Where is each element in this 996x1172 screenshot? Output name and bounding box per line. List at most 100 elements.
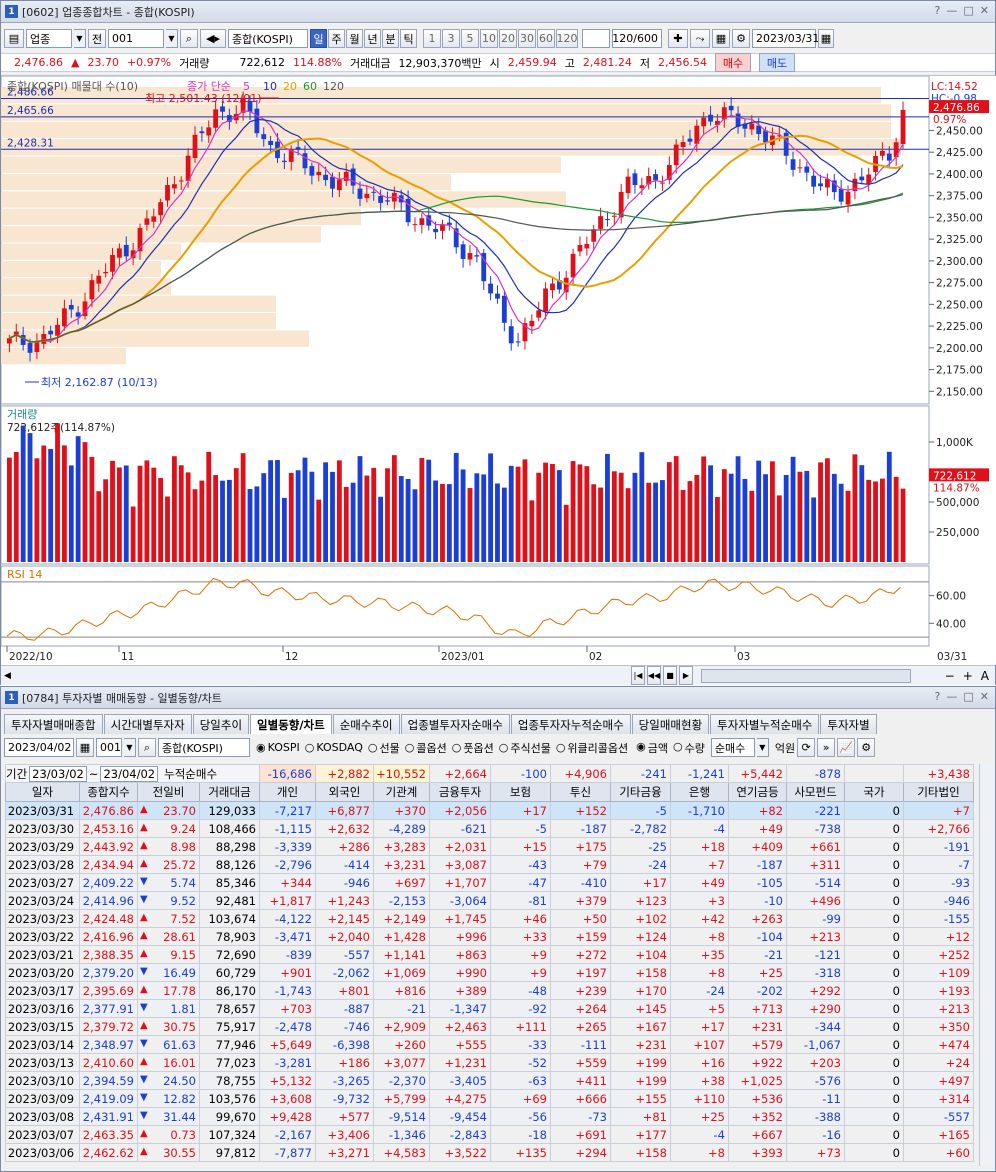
market-radio-1[interactable]: ○ KOSDAQ [305,740,363,756]
radio-checked-icon[interactable]: ◉ [636,739,646,753]
mode-select[interactable]: 순매수 [710,738,755,757]
radio-icon[interactable]: ○ [367,741,378,754]
gear-icon[interactable]: ⚙ [857,738,876,757]
search-icon[interactable]: ⌕ [180,29,198,48]
prev-icon[interactable]: ◀◀ [647,666,661,685]
gear-icon[interactable]: ⚙ [732,29,750,48]
count-display[interactable]: 120/600 [612,29,662,48]
tab-1[interactable]: 시간대별투자자 [103,714,192,734]
buy-button[interactable]: 매수 [715,53,751,72]
radio-icon[interactable]: ○ [673,739,683,753]
close-icon[interactable]: ✕ [979,4,989,17]
table-row[interactable]: 2023/03/06 2,462.62 ▲ 30.55 97,812 -7,877 +3,2… [5,1143,974,1162]
table-row[interactable]: 2023/03/31 2,476.86 ▲ 23.70 129,033 -7,217 +6,… [5,801,974,820]
table-row[interactable]: 2023/03/17 2,395.69 ▲ 17.78 86,170 -1,743 +801… [5,981,974,1000]
grid-icon[interactable]: ▦ [712,29,730,48]
close-icon[interactable]: ✕ [979,690,989,703]
interval-button-3[interactable]: 3 [442,29,460,48]
market-radio-2[interactable]: ○ 선물 [368,740,400,756]
chart-toggle-icon[interactable]: 📈 [837,738,856,757]
custom-interval-input[interactable] [582,29,610,48]
table-row[interactable]: 2023/03/24 2,414.96 ▼ 9.52 92,481 +1,817 +1,24… [5,891,974,910]
column-header[interactable]: 사모펀드 [786,782,845,802]
table-row[interactable]: 2023/03/21 2,388.35 ▲ 9.15 72,690 -839 -557 +1,… [5,945,974,964]
market-radio-3[interactable]: ○ 콜옵션 [405,740,447,756]
radio-icon[interactable]: ○ [451,741,462,754]
column-header[interactable]: 투신 [550,782,611,802]
table-row[interactable]: 2023/03/07 2,463.35 ▲ 0.73 107,324 -2,167 +3,4… [5,1125,974,1144]
table-row[interactable]: 2023/03/15 2,379.72 ▲ 30.75 75,917 -2,478 -746… [5,1017,974,1036]
column-header[interactable]: 기관계 [373,782,430,802]
type-select[interactable]: 업종 [26,29,72,48]
first-icon[interactable]: |◀ [631,666,645,685]
chart-canvas[interactable]: 2,450.00 2,425.00 2,400.00 2,375.00 2,350.00… [0,75,996,666]
period-button-0[interactable]: 일 [310,29,327,48]
tab-3[interactable]: 일별동향/차트 [250,714,332,734]
scroll-thumb[interactable] [701,668,911,683]
refresh-icon[interactable]: ⟳ [797,738,816,757]
column-header[interactable]: 금융투자 [429,782,491,802]
unit-radio-1[interactable]: ○ 수량 [673,740,705,756]
market-radio-4[interactable]: ○ 풋옵션 [452,740,494,756]
chart-area[interactable]: 2,450.00 2,425.00 2,400.00 2,375.00 2,350.00… [0,75,996,666]
date-input[interactable]: 2023/04/02 [4,738,74,757]
help-icon[interactable]: ? [934,4,941,17]
table-row[interactable]: 2023/03/08 2,431.91 ▼ 31.44 99,670 +9,428 +577… [5,1107,974,1126]
period-to-input[interactable]: 23/04/02 [100,765,159,782]
column-header[interactable]: 거래대금 [199,782,260,802]
column-header[interactable]: 기타법인 [903,782,974,802]
toggle-icon[interactable]: ▤ [4,29,24,48]
tab-2[interactable]: 당일추이 [192,714,250,734]
zoom-out-icon[interactable]: − [944,668,955,683]
scroll-left-icon[interactable]: ◀ [4,670,11,681]
interval-button-20[interactable]: 20 [499,29,517,48]
code-input[interactable]: 001 [96,738,122,757]
table-scrollbar[interactable] [979,764,994,1166]
tab-0[interactable]: 투자자별매매종합 [4,714,103,734]
search-icon[interactable]: ⌕ [138,738,156,757]
market-radio-0[interactable]: ◉ KOSPI [256,740,300,756]
table-row[interactable]: 2023/03/22 2,416.96 ▲ 28.61 78,903 -3,471 +2,0… [5,927,974,946]
table-row[interactable]: 2023/03/23 2,424.48 ▲ 7.52 103,674 -4,122 +2,1… [5,909,974,928]
chevron-down-icon[interactable]: ▼ [124,738,136,757]
radio-checked-icon[interactable]: ◉ [256,741,266,754]
radio-icon[interactable]: ○ [555,741,566,754]
tab-4[interactable]: 순매수추이 [332,714,400,734]
stop-icon[interactable]: ■ [663,666,677,685]
table-row[interactable]: 2023/03/27 2,409.22 ▼ 5.74 85,346 +344 -946 +69… [5,873,974,892]
zoom-in-icon[interactable]: + [962,668,973,683]
maximize-icon[interactable]: □ [963,690,974,703]
table-row[interactable]: 2023/03/30 2,453.16 ▲ 9.24 108,466 -1,115 +2,6… [5,819,974,838]
column-header[interactable]: 은행 [670,782,729,802]
table-row[interactable]: 2023/03/28 2,434.94 ▲ 25.72 88,126 -2,796 -414… [5,855,974,874]
table-row[interactable]: 2023/03/16 2,377.91 ▼ 1.81 78,657 +703 -887 -21… [5,999,974,1018]
column-header[interactable]: 보험 [490,782,551,802]
all-button[interactable]: 전 [88,29,106,48]
table-row[interactable]: 2023/03/09 2,419.09 ▼ 12.82 103,576 +3,608 -9,… [5,1089,974,1108]
compare-icon[interactable]: ⤳ [690,29,710,48]
sell-button[interactable]: 매도 [759,53,795,72]
code-input[interactable]: 001 [108,29,164,48]
column-header[interactable]: 연기금등 [728,782,787,802]
interval-button-1[interactable]: 1 [423,29,441,48]
interval-button-10[interactable]: 10 [480,29,498,48]
period-button-4[interactable]: 분 [382,29,399,48]
period-button-1[interactable]: 주 [328,29,345,48]
table-row[interactable]: 2023/03/14 2,348.97 ▼ 61.63 77,946 +5,649 -6,3… [5,1035,974,1054]
interval-button-120[interactable]: 120 [556,29,578,48]
column-header[interactable]: 종합지수 [79,782,138,802]
interval-button-60[interactable]: 60 [537,29,555,48]
minimize-icon[interactable]: — [946,690,958,703]
table-row[interactable]: 2023/03/13 2,410.60 ▲ 16.01 77,023 -3,281 +186… [5,1053,974,1072]
radio-icon[interactable]: ○ [498,741,509,754]
unit-radio-0[interactable]: ◉ 금액 [636,740,668,756]
sound-icon[interactable]: ◀▸ [200,29,226,48]
column-header[interactable]: 전일비 [137,782,200,802]
period-button-3[interactable]: 년 [364,29,381,48]
next-page-icon[interactable]: » [817,738,836,757]
tab-5[interactable]: 업종별투자자순매수 [400,714,510,734]
date-input[interactable]: 2023/03/31 [752,29,819,48]
tab-8[interactable]: 투자자별누적순매수 [710,714,820,734]
period-button-5[interactable]: 틱 [400,29,417,48]
tab-7[interactable]: 당일매매현황 [631,714,710,734]
